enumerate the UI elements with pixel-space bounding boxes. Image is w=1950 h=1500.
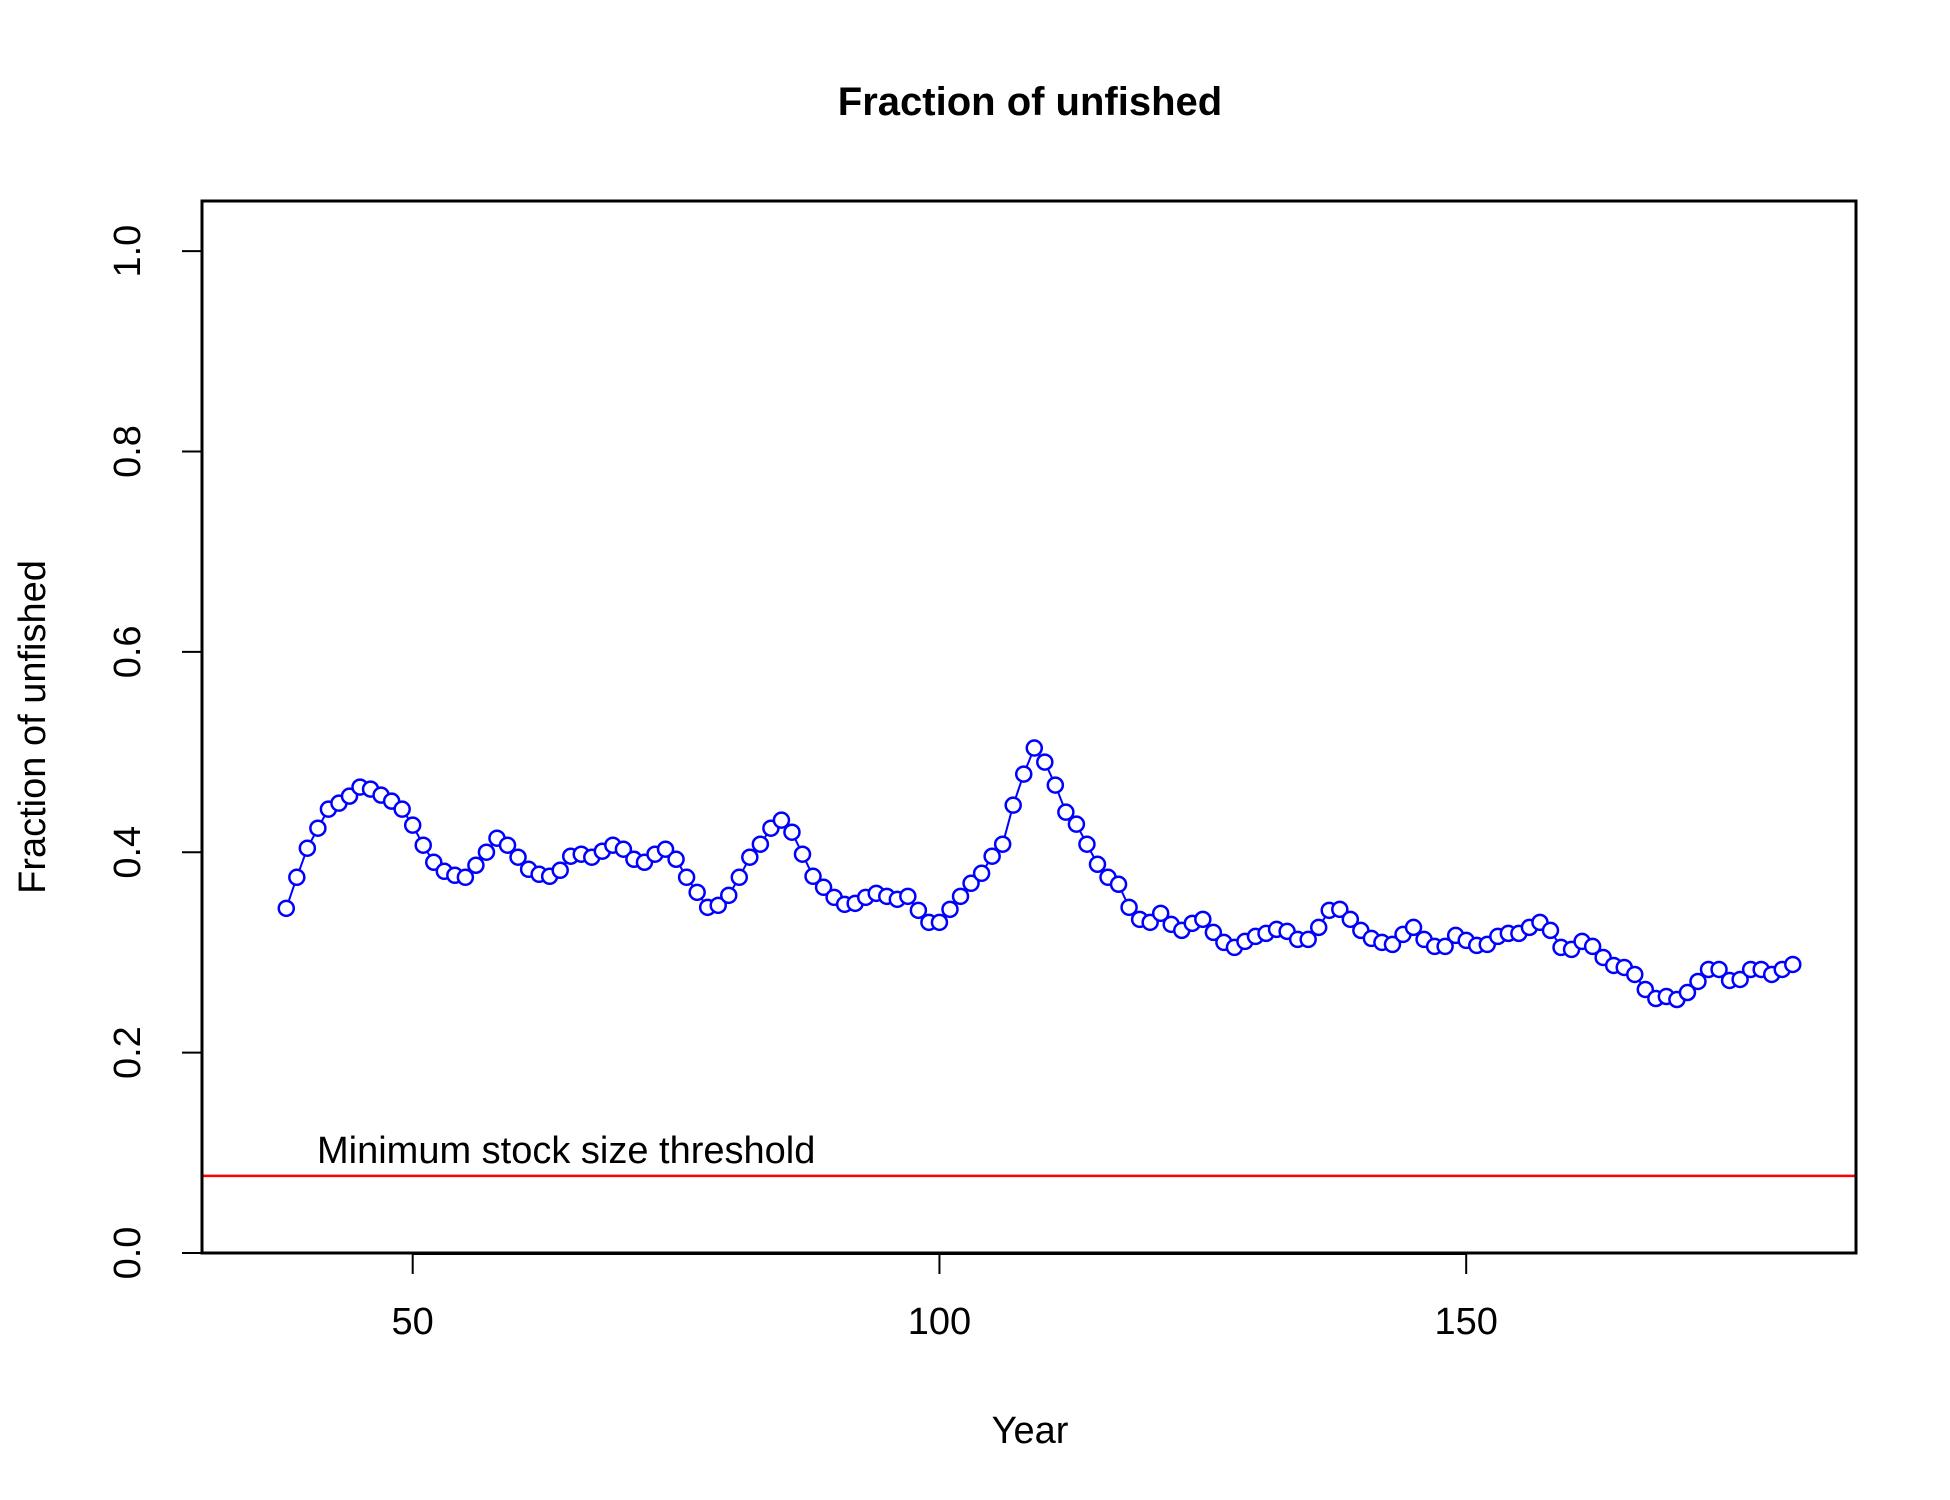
data-point bbox=[1436, 937, 1454, 956]
x-tick-label: 150 bbox=[1435, 1301, 1498, 1343]
y-axis: 0.0 0.2 0.4 0.6 0.8 1.0 bbox=[107, 225, 203, 1280]
y-tick-label: 0.4 bbox=[107, 826, 149, 879]
data-point bbox=[1014, 765, 1033, 783]
data-point bbox=[814, 878, 833, 897]
data-point bbox=[951, 887, 970, 906]
data-point bbox=[1383, 935, 1402, 954]
data-point bbox=[614, 840, 633, 858]
data-point bbox=[1626, 965, 1644, 984]
data-point bbox=[983, 847, 1001, 865]
data-point bbox=[1710, 960, 1728, 979]
data-point bbox=[288, 868, 306, 887]
data-point bbox=[498, 836, 517, 854]
data-point bbox=[1120, 898, 1138, 917]
data-point bbox=[1057, 803, 1075, 821]
data-point bbox=[909, 901, 928, 920]
data-point bbox=[403, 816, 422, 834]
data-point bbox=[1204, 923, 1223, 942]
data-point bbox=[1046, 776, 1065, 794]
data-point bbox=[1036, 753, 1054, 771]
y-tick-label: 0.6 bbox=[107, 625, 149, 678]
data-point bbox=[667, 850, 685, 869]
y-tick-label: 1.0 bbox=[107, 225, 149, 278]
data-point bbox=[688, 883, 706, 902]
data-point bbox=[414, 836, 432, 854]
data-point bbox=[941, 900, 959, 919]
data-point bbox=[509, 848, 527, 866]
data-point bbox=[1541, 921, 1560, 940]
x-axis: 50 100 150 bbox=[392, 1253, 1498, 1343]
y-axis-label: Fraction of unfished bbox=[12, 560, 54, 894]
series-line bbox=[285, 746, 1794, 1001]
data-point bbox=[277, 899, 296, 918]
data-point bbox=[298, 839, 317, 857]
data-point bbox=[772, 811, 791, 829]
data-point bbox=[677, 868, 696, 887]
data-point bbox=[783, 823, 801, 841]
data-point bbox=[1299, 930, 1317, 949]
data-point bbox=[993, 835, 1012, 853]
plot-area bbox=[202, 739, 1856, 1178]
data-point bbox=[720, 886, 738, 905]
data-point bbox=[1341, 910, 1360, 929]
x-axis-label: Year bbox=[992, 1410, 1069, 1452]
plot-frame bbox=[200, 199, 1858, 1255]
data-point bbox=[804, 867, 822, 886]
data-point bbox=[467, 856, 485, 875]
data-point bbox=[1004, 796, 1022, 814]
data-point bbox=[751, 835, 770, 853]
x-tick-label: 50 bbox=[392, 1301, 434, 1343]
data-point bbox=[1067, 815, 1086, 833]
data-point bbox=[1404, 918, 1423, 937]
data-point bbox=[962, 874, 980, 893]
data-point bbox=[899, 887, 917, 906]
data-point bbox=[1331, 900, 1349, 919]
data-point bbox=[456, 868, 475, 887]
data-point bbox=[1088, 855, 1107, 874]
data-point bbox=[393, 800, 411, 818]
data-point bbox=[930, 913, 949, 932]
reference-line-label: Minimum stock size threshold bbox=[317, 1130, 815, 1172]
data-point bbox=[309, 819, 327, 837]
data-point bbox=[793, 845, 812, 863]
y-tick-label: 0.2 bbox=[107, 1026, 149, 1079]
data-point bbox=[1078, 835, 1096, 853]
data-point bbox=[1784, 955, 1802, 974]
data-point bbox=[1151, 904, 1170, 923]
y-tick-label: 0.0 bbox=[107, 1227, 149, 1280]
data-point bbox=[477, 843, 496, 861]
x-tick-label: 100 bbox=[908, 1301, 971, 1343]
data-point bbox=[1583, 937, 1602, 956]
data-point bbox=[730, 868, 749, 887]
data-point bbox=[1309, 918, 1328, 937]
data-point bbox=[1109, 875, 1128, 894]
data-point bbox=[1678, 983, 1697, 1002]
y-tick-label: 0.8 bbox=[107, 425, 149, 478]
data-point bbox=[656, 840, 675, 858]
data-point bbox=[1731, 970, 1749, 989]
data-point bbox=[709, 896, 727, 915]
data-point bbox=[1194, 910, 1212, 929]
data-point bbox=[551, 861, 569, 880]
chart-title: Fraction of unfished bbox=[838, 80, 1222, 124]
data-point bbox=[1025, 739, 1044, 757]
data-point bbox=[1689, 972, 1707, 991]
data-point bbox=[741, 848, 759, 866]
data-point bbox=[972, 864, 991, 883]
